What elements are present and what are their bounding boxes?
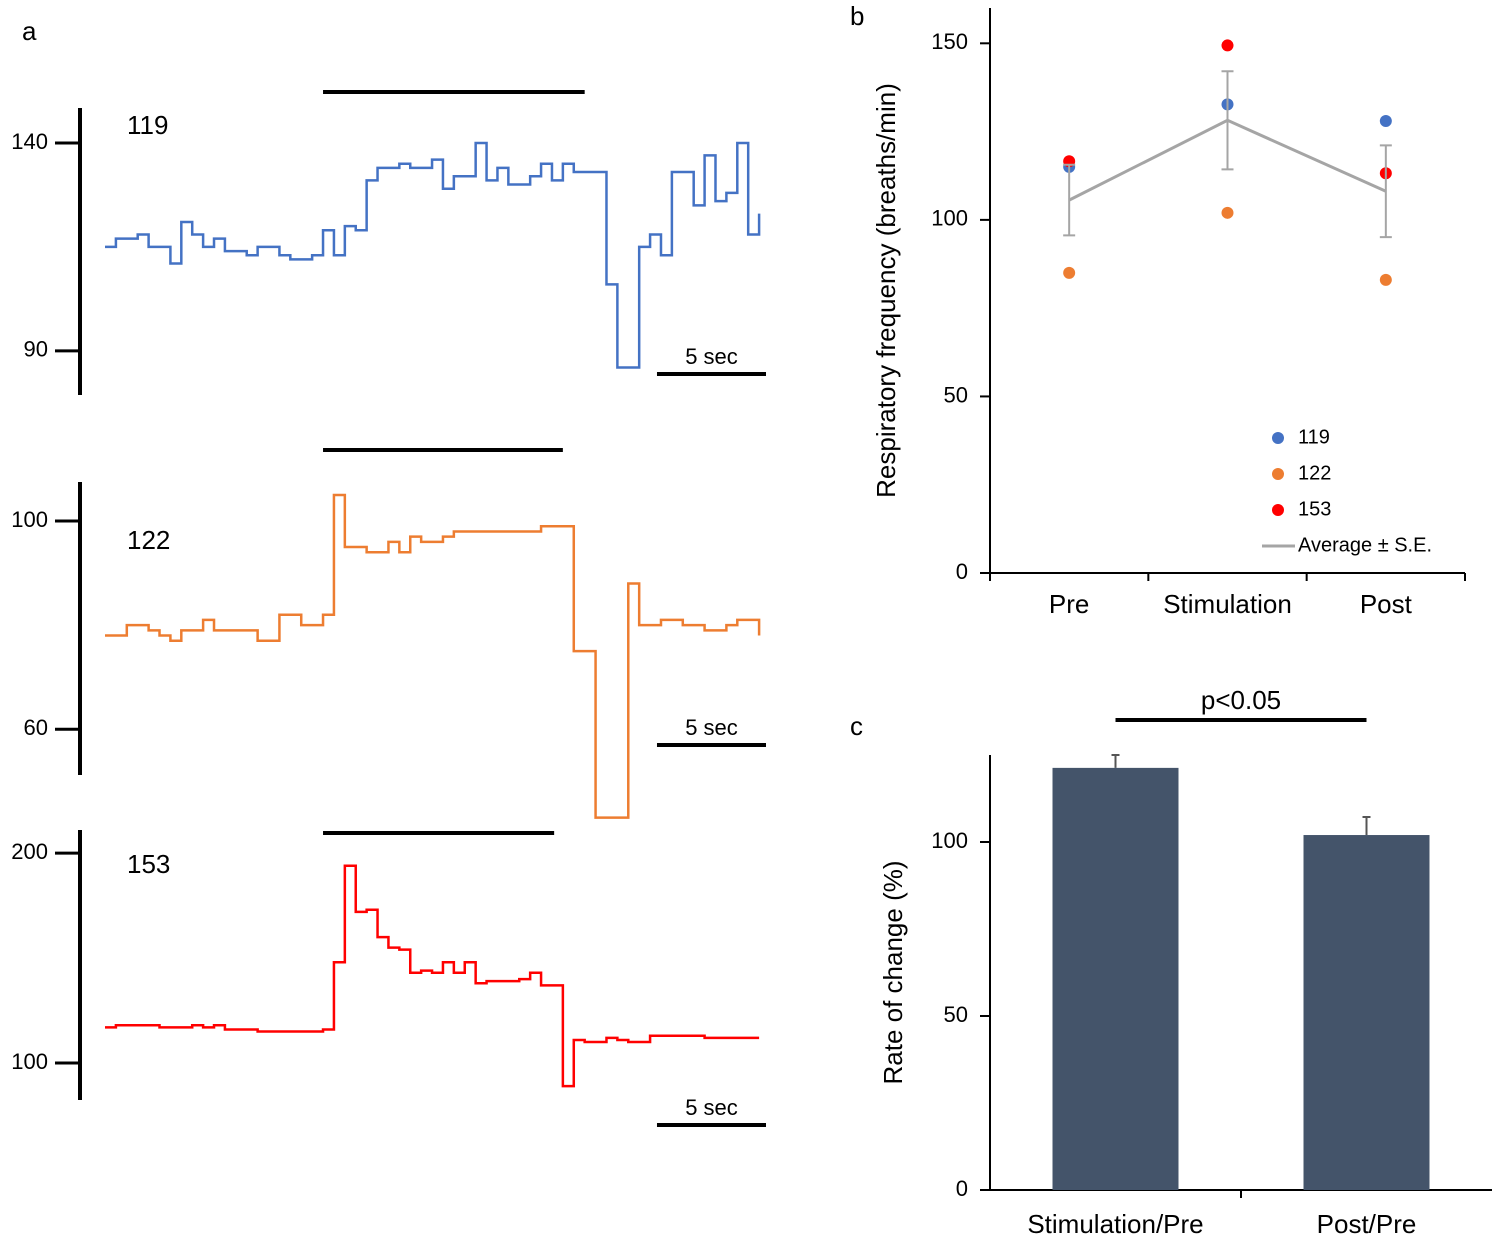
y-tick-label: 100: [931, 828, 968, 853]
y-tick-label: 140: [11, 129, 48, 154]
y-tick-label: 150: [931, 29, 968, 54]
data-point: [1221, 206, 1234, 219]
legend-label: Average ± S.E.: [1298, 534, 1432, 556]
error-bar: [1111, 754, 1120, 768]
scale-bar-label: 5 sec: [685, 1095, 738, 1120]
trace-title: 153: [127, 849, 170, 879]
x-tick-label: Post/Pre: [1317, 1209, 1417, 1239]
legend-label: 153: [1298, 498, 1331, 520]
significance-label: p<0.05: [1201, 685, 1281, 715]
average-line: [1068, 118, 1387, 202]
bar: [1303, 835, 1430, 1190]
data-point: [1063, 266, 1076, 279]
data-point: [1379, 273, 1392, 286]
legend-marker: [1272, 468, 1284, 480]
y-tick-label: 50: [944, 1002, 968, 1027]
data-point: [1379, 115, 1392, 127]
error-bar: [1362, 815, 1371, 836]
y-tick-label: 90: [24, 337, 48, 362]
trace-line: [105, 141, 761, 369]
trace-title: 122: [127, 525, 170, 555]
scale-bar-label: 5 sec: [685, 715, 738, 740]
y-tick-label: 0: [956, 1176, 968, 1201]
x-tick-label: Pre: [1049, 589, 1089, 619]
legend-marker: [1272, 504, 1284, 516]
bar: [1052, 767, 1179, 1190]
y-tick-label: 100: [11, 507, 48, 532]
x-tick-label: Post: [1360, 589, 1413, 619]
y-tick-label: 50: [944, 382, 968, 407]
x-tick-label: Stimulation/Pre: [1027, 1209, 1203, 1239]
legend-marker: [1272, 432, 1284, 444]
trace-line: [105, 864, 760, 1088]
panel-letter: c: [850, 711, 863, 741]
y-axis-label: Respiratory frequency (breaths/min): [871, 83, 901, 498]
y-tick-label: 200: [11, 839, 48, 864]
y-tick-label: 0: [956, 559, 968, 584]
panel-letter: b: [850, 1, 864, 31]
legend-label: 122: [1298, 462, 1331, 484]
y-tick-label: 100: [11, 1049, 48, 1074]
trace-title: 119: [127, 110, 168, 140]
x-tick-label: Stimulation: [1163, 589, 1292, 619]
legend-label: 119: [1298, 426, 1330, 448]
y-tick-label: 100: [931, 206, 968, 231]
scale-bar-label: 5 sec: [685, 344, 738, 369]
y-tick-label: 60: [24, 715, 48, 740]
data-point: [1221, 39, 1234, 52]
trace-line: [105, 493, 761, 819]
y-axis-label: Rate of change (%): [878, 860, 908, 1084]
panel-letter: a: [22, 16, 37, 46]
